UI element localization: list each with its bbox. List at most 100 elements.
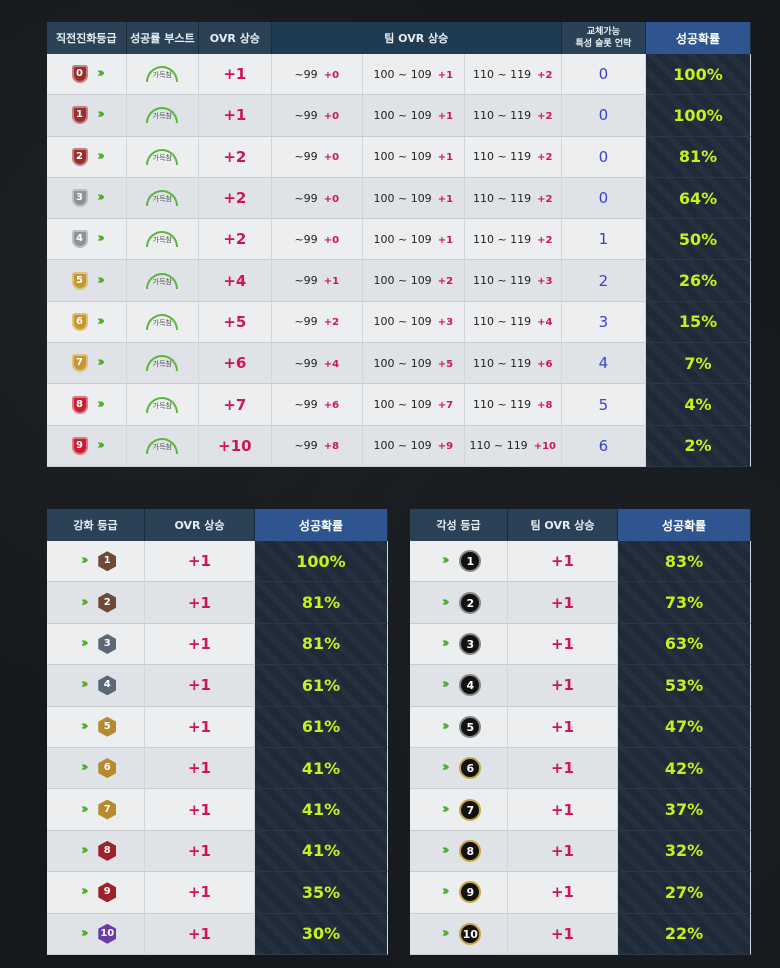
col-slots-line1: 교체가능 <box>586 27 620 37</box>
ovr-cell: +1 <box>145 830 255 873</box>
grade-cell: ››› 5 <box>410 706 508 748</box>
grade-shield-icon: 6 <box>71 312 88 331</box>
prob-cell: 35% <box>255 872 388 914</box>
team-ovr-cell-3: 110 ~ 119 +10 <box>464 425 562 467</box>
team-ovr-cell-1: ~99 +0 <box>271 177 363 220</box>
prob-cell: 30% <box>255 913 388 955</box>
ovr-cell: +4 <box>199 260 272 302</box>
enhance-grade-icon: 10 <box>98 923 117 944</box>
team-ovr-cell-2: 100 ~ 109 +1 <box>362 95 465 137</box>
team-ovr-value: +2 <box>537 234 553 246</box>
arrow-icon: ››› <box>80 884 89 900</box>
range-label: 110 ~ 119 <box>472 274 532 288</box>
arrow-icon: ››› <box>441 801 450 817</box>
ovr-value: +1 <box>550 883 574 902</box>
ovr-value: +1 <box>187 841 211 860</box>
grade-cell: ››› 8 <box>410 830 508 873</box>
range-label: 110 ~ 119 <box>472 356 532 370</box>
team-ovr-value: +8 <box>537 400 553 412</box>
team-ovr-cell-3: 110 ~ 119 +2 <box>464 95 562 137</box>
table-row: ››› 8 +1 41% <box>47 830 388 873</box>
slots-value: 0 <box>598 189 609 208</box>
boost-gauge-icon: 가득참 <box>146 437 179 454</box>
grade-cell: ››› 2 <box>47 582 145 624</box>
col-enhance-grade: 강화 등급 <box>47 509 145 541</box>
table-row: ››› 3 +1 63% <box>410 623 751 666</box>
grade-cell: 3 ››› <box>47 177 127 220</box>
grade-cell: 5 ››› <box>47 260 127 302</box>
team-ovr-cell-1: ~99 +0 <box>271 219 363 261</box>
awaken-grade-icon: 4 <box>459 674 482 697</box>
ovr-value: +1 <box>187 883 211 902</box>
boost-gauge-icon: 가득참 <box>146 148 179 165</box>
team-ovr-cell-3: 110 ~ 119 +4 <box>464 301 562 344</box>
arrow-icon: ››› <box>97 272 105 288</box>
slots-cell: 0 <box>561 136 647 178</box>
prob-cell: 32% <box>618 830 751 873</box>
ovr-cell: +1 <box>508 582 618 624</box>
slots-cell: 2 <box>561 260 647 302</box>
grade-shield-icon: 2 <box>71 147 88 166</box>
table-row: ››› 6 +1 41% <box>47 747 388 790</box>
team-ovr-value: +2 <box>537 193 553 205</box>
ovr-value: +1 <box>550 552 574 571</box>
arrow-icon: ››› <box>80 677 89 693</box>
prob-cell: 61% <box>255 706 388 748</box>
slots-cell: 6 <box>561 425 647 467</box>
ovr-value: +1 <box>550 634 574 653</box>
grade-cell: 4 ››› <box>47 219 127 261</box>
team-ovr-value: +1 <box>437 110 454 122</box>
team-ovr-cell-3: 110 ~ 119 +2 <box>464 177 562 220</box>
range-label: 110 ~ 119 <box>472 191 532 205</box>
range-label: ~99 <box>294 315 318 329</box>
team-ovr-cell-3: 110 ~ 119 +2 <box>464 136 562 178</box>
grade-cell: ››› 6 <box>410 747 508 790</box>
boost-cell: 가득참 <box>126 301 200 344</box>
boost-gauge-icon: 가득참 <box>146 107 179 124</box>
team-ovr-cell-1: ~99 +8 <box>271 425 363 467</box>
grade-cell: ››› 1 <box>410 541 508 583</box>
prob-cell: 26% <box>646 260 751 302</box>
grade-cell: 7 ››› <box>47 343 127 385</box>
ovr-cell: +7 <box>199 384 272 426</box>
ovr-value: +1 <box>187 593 211 612</box>
team-ovr-cell-3: 110 ~ 119 +8 <box>464 384 562 426</box>
table-row: ››› 4 +1 53% <box>410 665 751 707</box>
ovr-value: +1 <box>550 841 574 860</box>
ovr-value: +6 <box>223 354 247 373</box>
arrow-icon: ››› <box>80 760 89 776</box>
team-ovr-value: +8 <box>323 441 340 453</box>
arrow-icon: ››› <box>97 437 105 453</box>
team-ovr-cell-1: ~99 +4 <box>271 343 363 385</box>
ovr-cell: +1 <box>508 872 618 914</box>
enhance-grade-icon: 3 <box>98 633 117 654</box>
prob-cell: 81% <box>255 582 388 624</box>
enhance-grade-icon: 8 <box>98 840 117 861</box>
team-ovr-value: +7 <box>437 400 454 412</box>
team-ovr-value: +0 <box>323 110 340 122</box>
range-label: ~99 <box>294 274 318 288</box>
range-label: ~99 <box>294 398 318 412</box>
slots-value: 0 <box>598 147 609 166</box>
team-ovr-value: +2 <box>537 110 553 122</box>
table-row: ››› 3 +1 81% <box>47 623 388 666</box>
table-row: ››› 1 +1 100% <box>47 541 388 583</box>
table-row: 6 ››› 가득참 +5 ~99 +2 100 ~ 109 +3 110 ~ 119… <box>47 301 751 344</box>
ovr-cell: +1 <box>508 706 618 748</box>
grade-cell: 2 ››› <box>47 136 127 178</box>
grade-cell: 1 ››› <box>47 95 127 137</box>
ovr-value: +1 <box>550 800 574 819</box>
ovr-cell: +1 <box>145 665 255 707</box>
ovr-value: +2 <box>223 147 247 166</box>
grade-cell: 0 ››› <box>47 54 127 96</box>
team-ovr-cell-3: 110 ~ 119 +2 <box>464 219 562 261</box>
boost-gauge-icon: 가득참 <box>146 355 179 372</box>
awaken-grade-icon: 8 <box>459 839 482 862</box>
team-ovr-value: +3 <box>437 317 454 329</box>
col-slots: 교체가능 특성 슬롯 언락 <box>561 22 647 54</box>
team-ovr-value: +1 <box>437 193 454 205</box>
ovr-cell: +1 <box>508 830 618 873</box>
slots-value: 5 <box>598 395 609 414</box>
arrow-icon: ››› <box>441 884 450 900</box>
slots-value: 2 <box>598 271 609 290</box>
